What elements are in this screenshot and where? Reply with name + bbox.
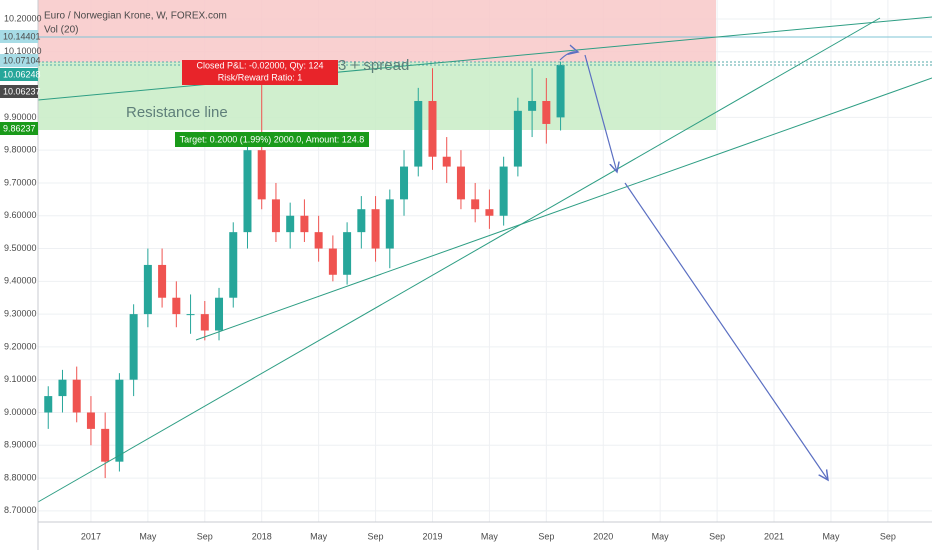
annotation: 3 + spread	[338, 57, 409, 74]
candle-body	[129, 314, 138, 380]
candle-body	[44, 396, 53, 413]
x-tick-label: 2018	[252, 531, 272, 541]
x-tick-label: 2021	[764, 531, 784, 541]
candle-body	[143, 264, 152, 315]
y-tick-label: 8.90000	[4, 440, 37, 450]
y-tick-label: 9.20000	[4, 341, 37, 351]
candle-body	[314, 232, 323, 249]
x-tick-label: May	[822, 531, 840, 541]
candle-body	[513, 110, 522, 167]
y-tick-label: 8.80000	[4, 472, 37, 482]
x-tick-label: Sep	[368, 531, 384, 541]
candle-body	[286, 215, 295, 233]
candle-body	[172, 297, 181, 315]
x-tick-label: Sep	[197, 531, 213, 541]
candle-body	[101, 428, 110, 462]
x-tick-label: May	[652, 531, 670, 541]
candle-body	[542, 100, 551, 124]
candle-body	[186, 314, 195, 316]
y-tick-label: 10.20000	[4, 13, 42, 23]
x-tick-label: Sep	[709, 531, 725, 541]
x-tick-label: Sep	[880, 531, 896, 541]
price-label: 10.06248	[3, 69, 41, 79]
x-tick-label: 2017	[81, 531, 101, 541]
candles	[44, 61, 565, 479]
arrow	[584, 54, 617, 172]
y-tick-label: 8.70000	[4, 505, 37, 515]
candle-body	[158, 264, 167, 298]
candle-body	[357, 209, 366, 233]
ratio-label: Risk/Reward Ratio: 1	[218, 72, 303, 82]
x-tick-label: Sep	[538, 531, 554, 541]
subtitle: Vol (20)	[44, 25, 78, 36]
x-tick-label: 2020	[593, 531, 613, 541]
candle-body	[300, 215, 309, 233]
price-label-bg	[0, 30, 38, 43]
price-label-bg	[0, 85, 38, 98]
price-label: 9.86237	[3, 123, 36, 133]
candle-body	[200, 314, 209, 331]
x-tick-label: May	[310, 531, 328, 541]
candle-body	[528, 100, 537, 111]
arrow	[559, 52, 578, 61]
candle-body	[215, 297, 224, 331]
y-tick-label: 9.00000	[4, 407, 37, 417]
candle-body	[72, 379, 81, 413]
candle-body	[86, 412, 95, 429]
candle-body	[328, 248, 337, 275]
candle-body	[371, 209, 380, 249]
candle-body	[485, 209, 494, 216]
x-tick-label: May	[481, 531, 499, 541]
y-tick-label: 10.10000	[4, 46, 42, 56]
candle-body	[499, 166, 508, 216]
x-tick-label: May	[139, 531, 157, 541]
chart-title: Euro / Norwegian Krone, W, FOREX.com	[44, 11, 227, 22]
y-tick-label: 9.70000	[4, 177, 37, 187]
price-label-bg	[0, 68, 38, 81]
candle-body	[243, 150, 252, 233]
candle-body	[115, 379, 124, 462]
price-label: 10.14401	[3, 31, 41, 41]
y-tick-label: 9.80000	[4, 145, 37, 155]
y-tick-label: 9.30000	[4, 308, 37, 318]
stop-zone	[38, 0, 716, 62]
target-label: Target: 0.2000 (1.99%) 2000.0, Amount: 1…	[180, 134, 365, 144]
y-tick-label: 9.90000	[4, 112, 37, 122]
price-label: 10.07104	[3, 55, 41, 65]
pnl-label: Closed P&L: -0.02000, Qty: 124	[196, 60, 323, 70]
y-tick-label: 9.40000	[4, 276, 37, 286]
candle-body	[400, 166, 409, 200]
candle-body	[58, 379, 67, 397]
y-axis: 8.70000 8.80000 8.90000 9.00000 9.10000 9.200…	[4, 13, 42, 515]
arrow	[624, 182, 828, 480]
y-tick-label: 9.50000	[4, 243, 37, 253]
candle-body	[229, 232, 238, 298]
candle-body	[414, 100, 423, 167]
annotation: Resistance line	[126, 104, 228, 121]
y-tick-label: 9.10000	[4, 374, 37, 384]
resistance-line	[37, 16, 932, 101]
x-tick-label: 2019	[422, 531, 442, 541]
candle-body	[442, 156, 451, 167]
candle-body	[556, 64, 565, 118]
target-box	[175, 132, 369, 147]
candle-body	[456, 166, 465, 200]
y-tick-label: 9.60000	[4, 210, 37, 220]
candle-body	[471, 199, 480, 210]
trend-line	[37, 17, 881, 503]
candle-body	[257, 150, 266, 200]
trend-line	[195, 77, 932, 341]
candle-body	[385, 199, 394, 249]
candle-body	[271, 199, 280, 233]
pnl-box	[182, 60, 338, 85]
price-label-bg	[0, 122, 38, 135]
price-label-bg	[0, 54, 38, 67]
candle-body	[428, 100, 437, 157]
candle-body	[343, 232, 352, 275]
price-label: 10.06237	[3, 86, 41, 96]
